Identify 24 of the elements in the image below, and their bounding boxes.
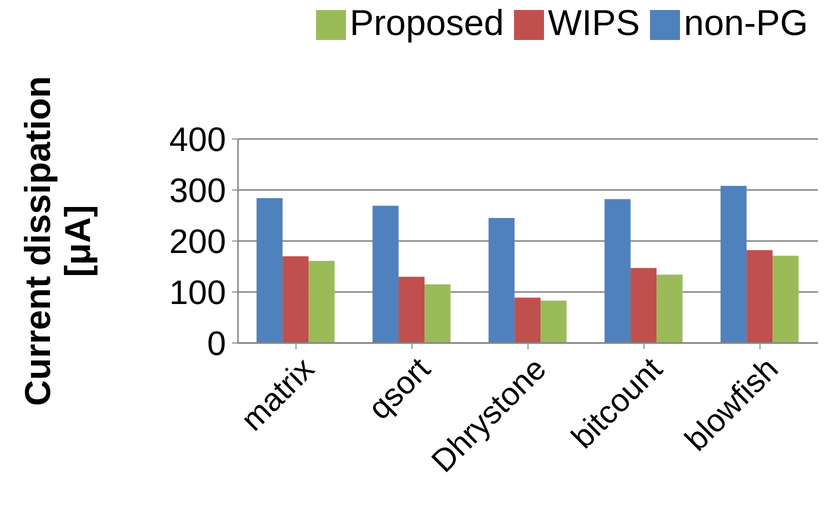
bar [514,298,541,343]
bar [398,276,425,343]
bar [256,198,283,343]
y-tick-label: 400 [169,121,226,160]
legend-label: Proposed [350,2,504,43]
y-tick-label: 100 [169,274,226,312]
bar [630,268,657,343]
legend-label: non-PG [684,2,808,43]
bar [656,274,683,343]
bar [540,300,567,343]
y-axis-title: Current dissipation [μA] [17,76,98,406]
y-tick-label: 300 [169,172,226,210]
bar [604,199,631,343]
y-tick-label: 200 [169,223,226,262]
bar [282,256,309,343]
bar [372,206,399,343]
legend-label: WIPS [548,2,640,43]
bar [424,284,451,343]
y-tick-label: 0 [207,325,226,364]
bar [308,260,335,343]
bar [488,218,515,343]
bar [720,186,747,343]
bar [772,256,799,343]
bar [746,250,773,343]
